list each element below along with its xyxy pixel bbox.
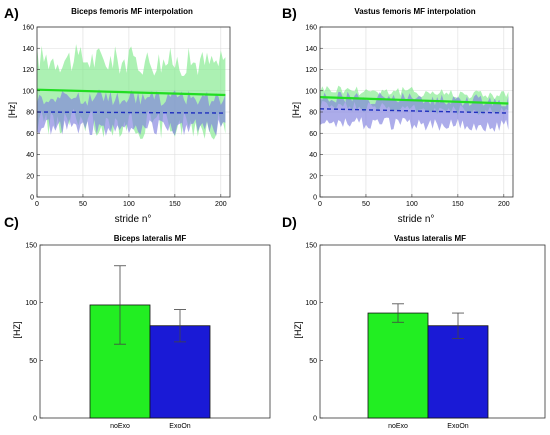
series-line: [319, 96, 509, 105]
y-tick-label: 140: [22, 46, 34, 53]
y-tick-label: 0: [313, 195, 317, 202]
y-tick-label: 0: [33, 416, 37, 423]
variability-band: [320, 91, 509, 132]
series-line: [36, 111, 226, 114]
y-tick-label: 50: [29, 358, 37, 365]
y-tick-label: 40: [309, 152, 317, 159]
y-tick-label: 60: [309, 131, 317, 138]
y-tick-label: 100: [305, 300, 317, 307]
y-tick-label: 0: [313, 416, 317, 423]
chart-title: Biceps femoris MF interpolation: [71, 7, 193, 16]
bar-exoon: [427, 325, 489, 419]
y-tick-label: 50: [309, 358, 317, 365]
y-tick-label: 120: [305, 67, 317, 74]
panel-a: A) Biceps femoris MF interpolation [Hz] …: [4, 5, 231, 225]
y-tick-label: 80: [26, 110, 34, 117]
y-axis-label: [Hz]: [291, 102, 301, 118]
y-tick-label: 80: [309, 110, 317, 117]
chart-title: Vastus femoris MF interpolation: [354, 7, 475, 16]
x-tick-label: 0: [35, 201, 39, 208]
bar-noexo: [367, 312, 429, 419]
panel-d: D) Vastus lateralis MF [HZ] noExo ExoOn 0 5…: [282, 214, 546, 430]
y-tick-label: 120: [22, 67, 34, 74]
x-tick-label: 100: [406, 201, 418, 208]
plot-area: noExo ExoOn 0 50 100 150: [25, 243, 271, 430]
y-tick-label: 0: [30, 195, 34, 202]
panel-c: C) Biceps lateralis MF [HZ] noExo ExoOn 0 5…: [4, 214, 271, 430]
x-axis-label: stride n°: [115, 214, 152, 225]
category-label: noExo: [110, 423, 130, 430]
chart-title: Biceps lateralis MF: [114, 234, 187, 243]
y-tick-label: 150: [25, 243, 37, 250]
x-tick-label: 200: [498, 201, 510, 208]
y-tick-label: 160: [22, 25, 34, 32]
y-tick-label: 150: [305, 243, 317, 250]
x-tick-label: 200: [215, 201, 227, 208]
x-tick-label: 50: [79, 201, 87, 208]
y-tick-label: 20: [309, 173, 317, 180]
series-line: [319, 108, 509, 114]
panel-letter: C): [4, 214, 19, 230]
panel-b: B) Vastus femoris MF interpolation [Hz] …: [282, 5, 514, 225]
y-tick-label: 20: [26, 173, 34, 180]
y-tick-label: 160: [305, 25, 317, 32]
y-axis-label: [HZ]: [12, 322, 22, 339]
panel-letter: A): [4, 5, 19, 21]
plot-area: 0 20 40 60 80 100 120 140 160 0 50 100 150 200: [305, 25, 514, 208]
y-tick-label: 100: [22, 88, 34, 95]
x-tick-label: 100: [123, 201, 135, 208]
category-label: ExoOn: [169, 423, 191, 430]
series-line: [36, 88, 226, 97]
x-tick-label: 50: [362, 201, 370, 208]
panel-letter: B): [282, 5, 297, 21]
y-tick-label: 40: [26, 152, 34, 159]
y-axis-label: [Hz]: [7, 102, 17, 118]
plot-area: noExo ExoOn 0 50 100 150: [305, 243, 546, 430]
y-axis-label: [HZ]: [293, 322, 303, 339]
category-label: ExoOn: [447, 423, 469, 430]
chart-title: Vastus lateralis MF: [394, 234, 466, 243]
x-tick-label: 150: [452, 201, 464, 208]
x-axis-label: stride n°: [398, 214, 435, 225]
y-tick-label: 140: [305, 46, 317, 53]
x-tick-label: 150: [169, 201, 181, 208]
panel-letter: D): [282, 214, 297, 230]
x-tick-label: 0: [318, 201, 322, 208]
y-tick-label: 60: [26, 131, 34, 138]
y-tick-label: 100: [25, 300, 37, 307]
category-label: noExo: [388, 423, 408, 430]
plot-area: 0 20 40 60 80 100 120 140 160 0 50 100 150 200: [22, 25, 231, 208]
y-tick-label: 100: [305, 88, 317, 95]
